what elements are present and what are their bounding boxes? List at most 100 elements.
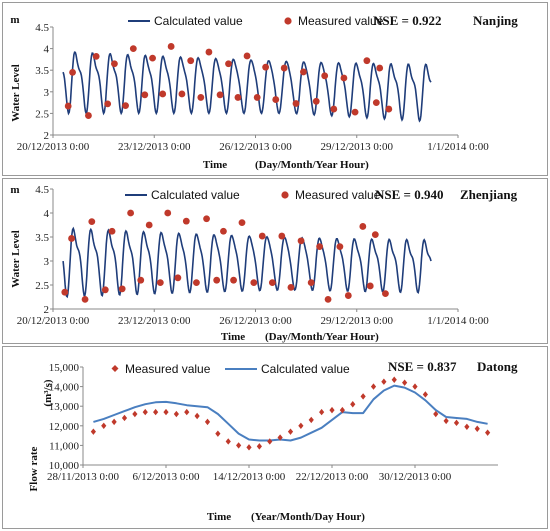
x-axis-sublabel: (Day/Month/Year Hour) <box>255 159 369 171</box>
measured-value-point <box>81 296 89 303</box>
measured-value-point <box>250 279 258 286</box>
measured-value-point <box>464 423 470 430</box>
measured-value-point <box>381 378 387 385</box>
x-tick-label: 29/12/2013 0:00 <box>321 315 394 327</box>
y-tick-label: 2 <box>44 304 50 316</box>
y-tick-label: 10,000 <box>49 460 80 472</box>
measured-value-point <box>153 408 159 416</box>
measured-value-point <box>433 410 439 418</box>
measured-value-point <box>108 227 116 235</box>
y-tick-label: 11,000 <box>49 440 79 452</box>
y-axis-label: Flow rate <box>28 446 40 491</box>
zhenjiang-panel: 2 2.5 3 3.5 4 4.5 20/12/2013 0:00 23/12/2013 0:… <box>2 178 548 344</box>
measured-value-point <box>156 279 164 286</box>
y-axis-unit: m <box>10 184 19 196</box>
measured-value-point <box>324 296 332 303</box>
measured-value-point <box>111 60 118 68</box>
measured-value-point <box>329 406 335 414</box>
measured-value-point <box>246 444 252 451</box>
measured-value-point <box>366 282 374 290</box>
measured-value-point <box>272 96 280 103</box>
measured-value-point <box>422 391 428 398</box>
x-axis-label: Time <box>221 331 245 343</box>
measured-value-point <box>92 52 100 60</box>
measured-value-point <box>360 393 366 400</box>
measured-value-point <box>412 383 418 390</box>
measured-value-point <box>69 68 76 76</box>
measured-value-point <box>268 279 276 286</box>
measured-value-point <box>230 276 237 284</box>
measured-value-point <box>234 94 242 101</box>
nse-value: NSE = 0.922 <box>373 13 441 28</box>
measured-value-point <box>213 276 221 284</box>
measured-value-point <box>220 227 227 235</box>
measured-value-point <box>330 105 338 113</box>
legend-label: Calculated value <box>151 188 240 202</box>
measured-value-point <box>215 430 221 437</box>
measured-value-point <box>321 72 329 80</box>
measured-value-point <box>351 108 359 116</box>
measured-value-point <box>174 274 182 282</box>
measured-value-point <box>197 94 205 101</box>
calculated-value-line <box>62 51 432 123</box>
x-tick-label: 26/12/2013 0:00 <box>219 141 292 153</box>
y-axis-label: Water Level <box>10 230 22 288</box>
measured-value-point <box>85 112 92 119</box>
legend-label: Calculated value <box>261 362 350 376</box>
legend-label: Measured value <box>125 362 211 376</box>
measured-value-point <box>61 288 69 296</box>
y-axis-label: Water Level <box>10 64 22 122</box>
x-tick-label: 14/12/2013 0:00 <box>213 471 286 483</box>
legend-marker-swatch <box>111 365 119 372</box>
measured-value-point <box>402 379 408 386</box>
measured-value-point <box>344 292 352 299</box>
x-tick-label: 28/11/2013 0:00 <box>47 471 120 483</box>
y-axis-unit: (m³/s) <box>42 379 54 406</box>
measured-value-point <box>339 406 345 414</box>
measured-value-point <box>127 209 135 217</box>
measured-value-point <box>287 284 295 291</box>
measured-value-point <box>474 425 480 432</box>
station-name: Zhenjiang <box>460 187 518 202</box>
measured-value-point <box>485 429 491 436</box>
measured-value-point <box>88 218 96 226</box>
measured-value-point <box>243 52 251 60</box>
measured-value-point <box>453 419 460 427</box>
measured-value-point <box>256 443 262 450</box>
measured-value-point <box>159 90 167 98</box>
measured-value-point <box>225 60 232 68</box>
measured-value-point <box>163 408 169 416</box>
y-tick-label: 14,000 <box>49 382 80 394</box>
measured-value-point <box>122 102 129 110</box>
y-tick-label: 3.5 <box>35 65 49 77</box>
measured-value-point <box>277 434 283 441</box>
x-tick-label: 22/12/2013 0:00 <box>296 471 369 483</box>
measured-value-point <box>111 418 117 426</box>
measured-value-point <box>307 279 315 286</box>
y-tick-label: 15,000 <box>49 362 80 374</box>
y-tick-label: 3 <box>44 256 50 268</box>
zhenjiang-chart: 2 2.5 3 3.5 4 4.5 20/12/2013 0:00 23/12/2013 0:… <box>10 184 518 343</box>
datong-panel: 10,000 11,000 12,000 13,000 14,000 15,000 28/1… <box>2 346 548 529</box>
y-tick-label: 3.5 <box>35 232 49 244</box>
y-tick-label: 2.5 <box>35 108 49 120</box>
x-tick-label: 20/12/2013 0:00 <box>17 141 90 153</box>
measured-value-point <box>297 237 305 245</box>
measured-value-point <box>292 100 300 107</box>
legend-label: Measured value <box>295 188 381 202</box>
measured-value-point <box>101 422 107 429</box>
measured-value-point <box>132 410 138 418</box>
y-tick-label: 4 <box>44 208 50 220</box>
x-axis-sublabel: (Year/Month/Day Hour) <box>251 511 365 523</box>
measured-value-point <box>316 243 324 250</box>
nanjing-chart: 2 2.5 3 3.5 4 4.5 20/12/2013 0:00 23/12/2013 0:… <box>10 13 518 171</box>
measured-value-point <box>236 442 242 449</box>
legend-marker-swatch <box>284 17 292 25</box>
measured-value-point <box>376 64 384 72</box>
measured-value-point <box>145 221 153 229</box>
y-tick-label: 4 <box>44 44 50 56</box>
y-tick-label: 4.5 <box>35 22 49 34</box>
measured-value-point <box>149 54 156 62</box>
x-tick-label: 6/12/2013 0:00 <box>133 471 200 483</box>
x-tick-label: 26/12/2013 0:00 <box>219 315 292 327</box>
